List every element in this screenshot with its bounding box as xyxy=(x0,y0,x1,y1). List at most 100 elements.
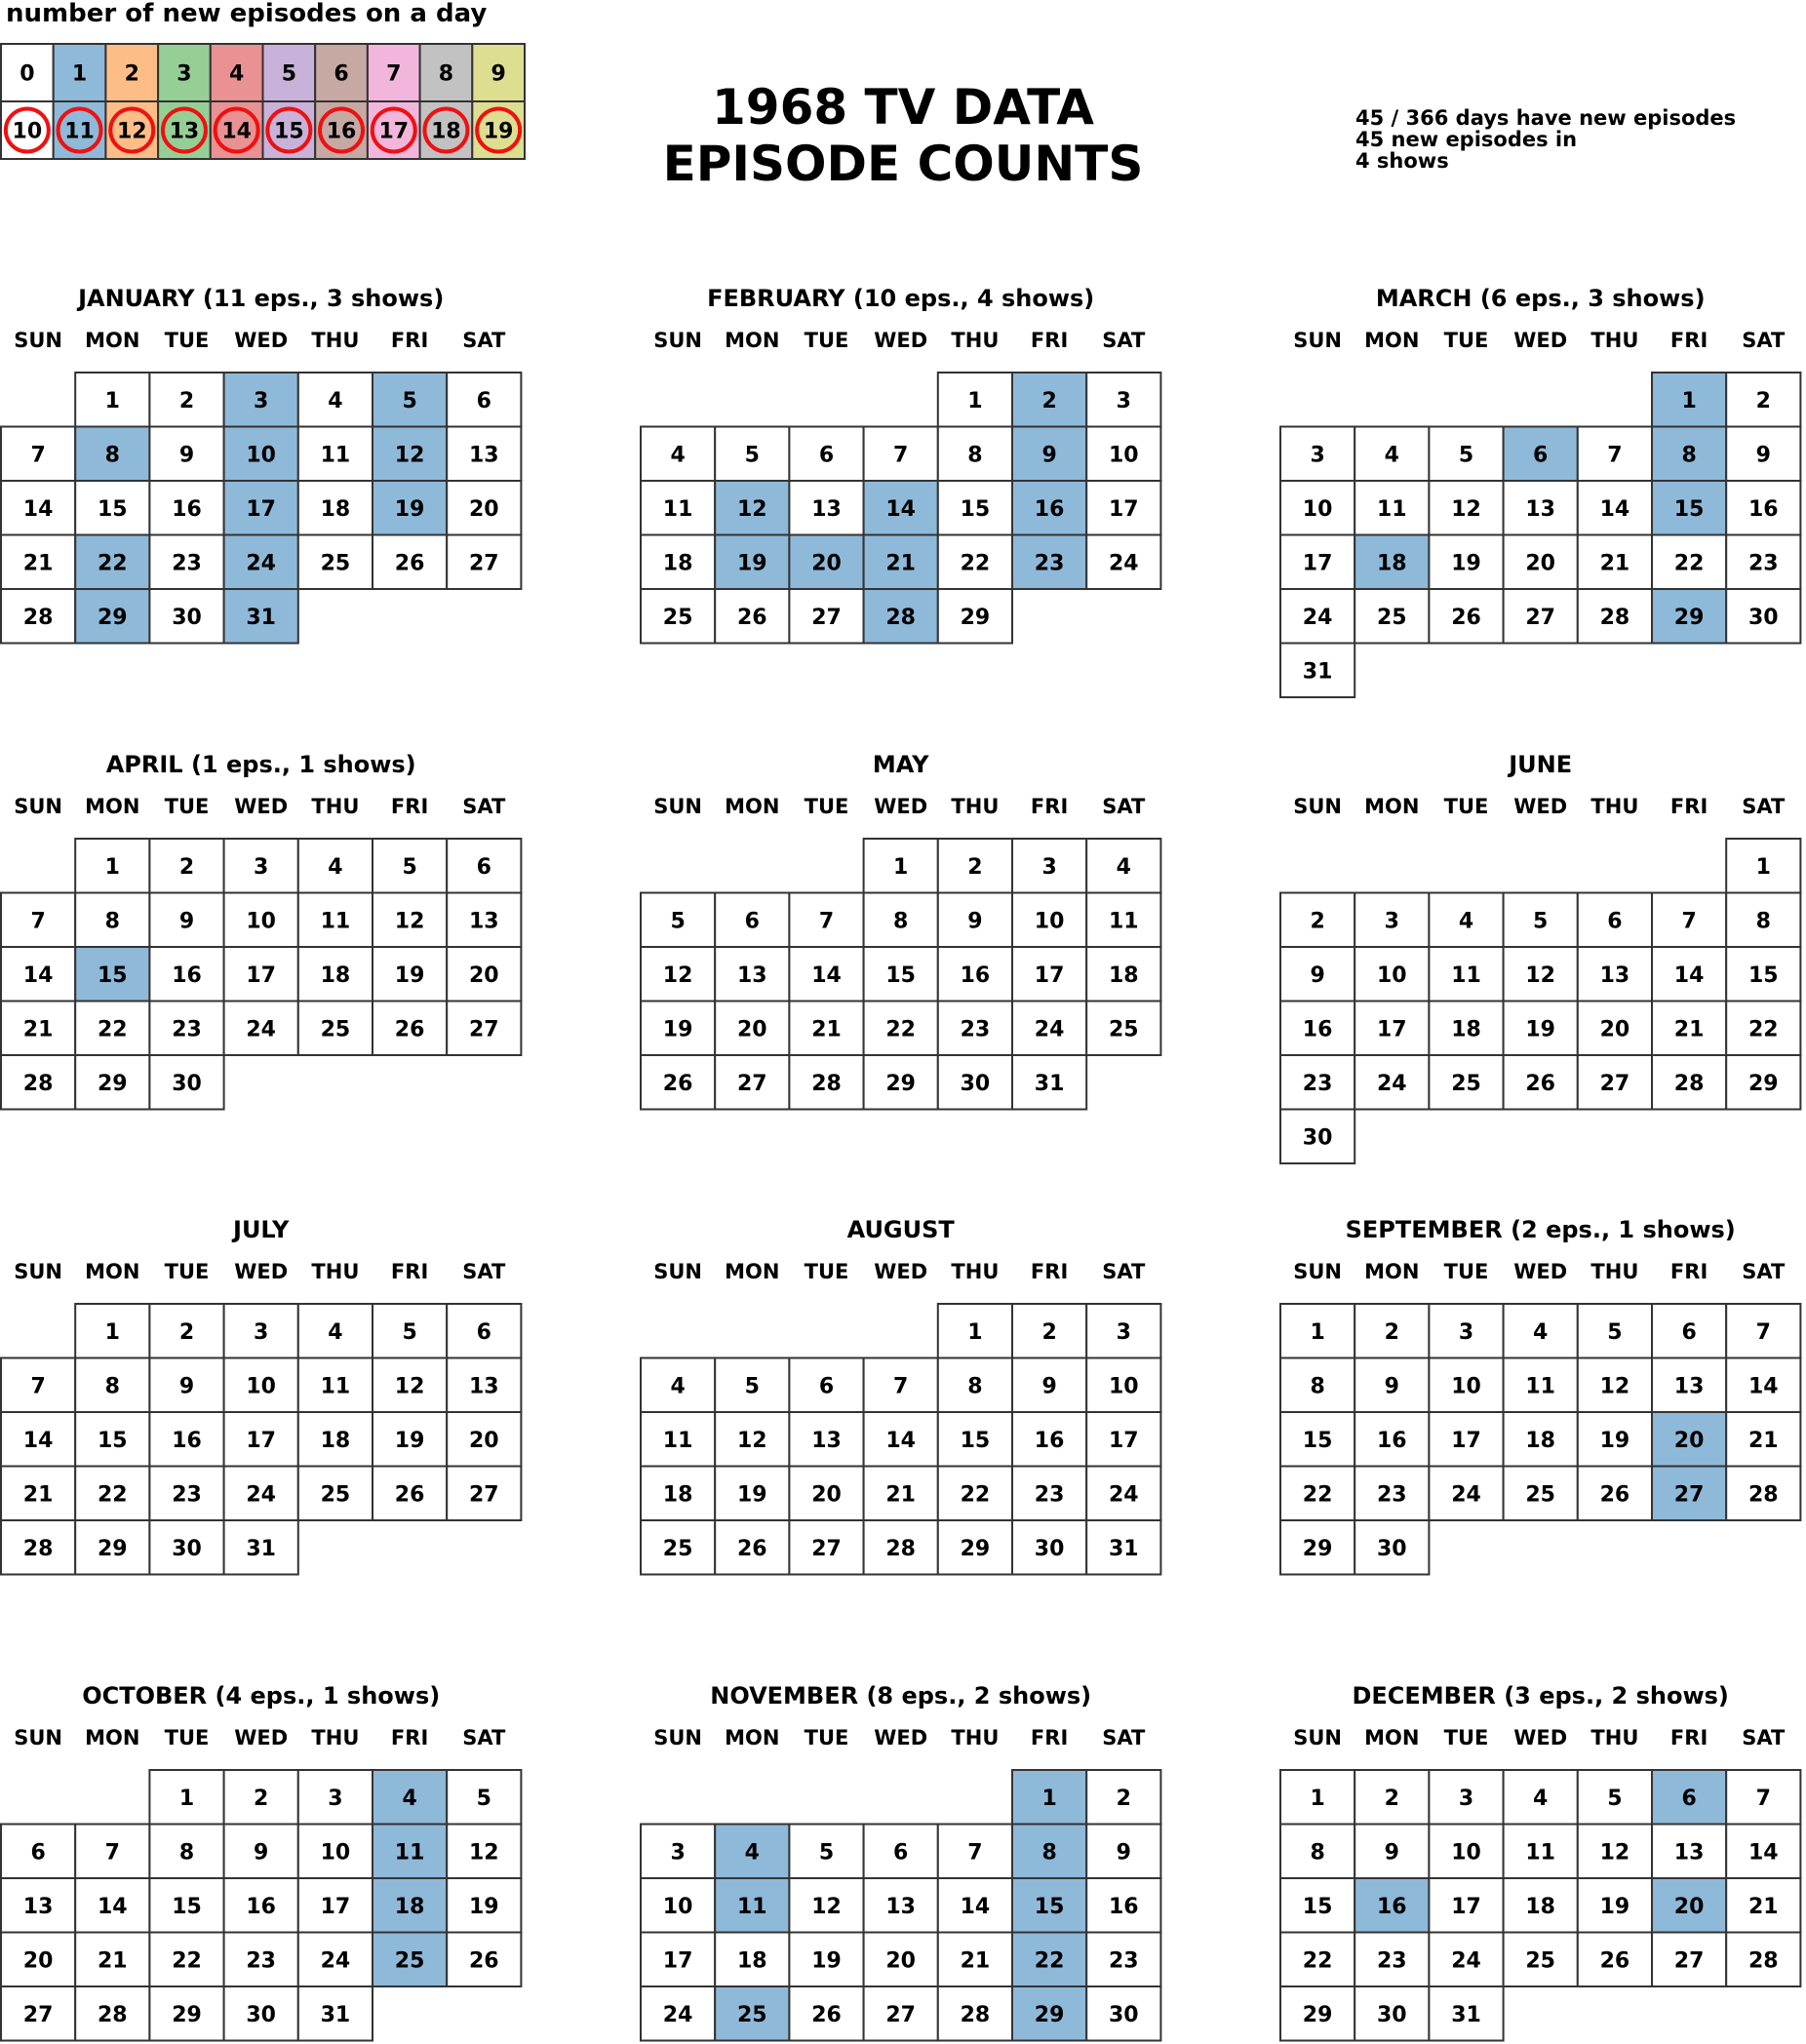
day-rect xyxy=(1011,533,1088,590)
legend-cell-7: 7 xyxy=(366,43,421,102)
day-number: 19 xyxy=(737,551,767,575)
day-number: 2 xyxy=(1041,1320,1056,1345)
day-rect xyxy=(1502,480,1579,536)
day-number: 3 xyxy=(254,389,268,413)
day-rect xyxy=(1725,1054,1802,1111)
day-cell: 22 xyxy=(936,1465,1013,1521)
day-rect xyxy=(1279,1823,1356,1879)
day-cell: 22 xyxy=(74,1000,151,1056)
day-number: 15 xyxy=(961,1429,991,1453)
day-cell: 24 xyxy=(222,1465,299,1521)
day-cell: 3 xyxy=(1011,838,1088,894)
day-cell: 21 xyxy=(1651,1000,1728,1056)
day-number: 23 xyxy=(172,1017,202,1042)
day-cell: 21 xyxy=(1725,1877,1802,1934)
day-cell: 28 xyxy=(1725,1931,1802,1987)
day-cell: 4 xyxy=(714,1823,791,1879)
legend-label: 18 xyxy=(431,120,461,144)
weekday-header: SUN xyxy=(14,1726,62,1749)
day-cell: 3 xyxy=(1085,1303,1162,1359)
day-cell: 16 xyxy=(1011,480,1088,536)
day-cell: 7 xyxy=(1725,1303,1802,1359)
day-rect xyxy=(446,372,523,428)
day-rect xyxy=(74,1519,151,1576)
day-rect xyxy=(1085,533,1162,590)
day-rect xyxy=(222,838,299,894)
day-number: 23 xyxy=(1109,1948,1139,1973)
day-number: 5 xyxy=(745,443,760,467)
day-number: 21 xyxy=(885,551,916,575)
day-number: 8 xyxy=(1310,1840,1324,1865)
day-rect xyxy=(1502,588,1579,645)
day-number: 11 xyxy=(1377,497,1407,522)
day-rect xyxy=(1725,1411,1802,1468)
month-9: SEPTEMBER (2 eps., 1 shows)SUN MON TUE WED T… xyxy=(1279,1216,1802,1576)
day-rect xyxy=(1085,480,1162,536)
day-number: 17 xyxy=(1109,1429,1139,1453)
day-number: 6 xyxy=(1607,909,1622,933)
day-cell: 21 xyxy=(1725,1411,1802,1468)
day-cell: 3 xyxy=(1428,1769,1505,1826)
day-number: 31 xyxy=(1109,1537,1139,1561)
day-cell: 5 xyxy=(372,372,449,428)
weekday-header: MON xyxy=(85,795,139,818)
day-number: 1 xyxy=(1310,1320,1324,1345)
day-number: 2 xyxy=(254,1787,268,1811)
day-number: 20 xyxy=(23,1948,54,1973)
day-cell: 30 xyxy=(1354,1985,1431,2042)
day-rect xyxy=(1502,1465,1579,1521)
day-rect xyxy=(714,1054,791,1111)
legend-swatch xyxy=(209,100,264,160)
day-cell: 7 xyxy=(788,891,865,948)
day-cell: 26 xyxy=(714,1519,791,1576)
day-cell: 3 xyxy=(222,1303,299,1359)
day-rect xyxy=(446,533,523,590)
day-number: 25 xyxy=(321,1017,351,1042)
day-rect xyxy=(1085,1356,1162,1413)
weekday-header: WED xyxy=(874,1726,927,1749)
day-number: 10 xyxy=(1303,497,1333,522)
day-cell: 14 xyxy=(862,480,939,536)
day-number: 17 xyxy=(246,963,276,988)
day-number: 11 xyxy=(321,1374,351,1398)
legend-cell-10: 10 xyxy=(0,100,55,160)
day-number: 19 xyxy=(663,1017,693,1042)
day-cell: 21 xyxy=(74,1931,151,1987)
day-cell: 29 xyxy=(1011,1985,1088,2042)
day-cell: 4 xyxy=(640,425,717,482)
day-number: 18 xyxy=(1525,1429,1555,1453)
day-number: 19 xyxy=(469,1895,499,1919)
day-cell: 16 xyxy=(1725,480,1802,536)
day-rect xyxy=(1354,533,1431,590)
day-rect xyxy=(1576,1303,1654,1359)
day-rect xyxy=(714,891,791,948)
weekday-header: TUE xyxy=(805,795,849,818)
month-12: DECEMBER (3 eps., 2 shows) SUN MON TUE WED TH… xyxy=(1279,1682,1802,2042)
month-4: APRIL (1 eps., 1 shows) SUN MON TUE WED THU FR… xyxy=(0,751,523,1111)
day-number: 12 xyxy=(469,1840,499,1865)
day-cell: 1 xyxy=(1651,372,1728,428)
day-number: 21 xyxy=(98,1948,128,1973)
day-cell: 15 xyxy=(1725,946,1802,1002)
day-rect xyxy=(936,372,1013,428)
weekday-header: TUE xyxy=(805,329,849,352)
day-rect xyxy=(372,1465,449,1521)
day-number: 15 xyxy=(98,1429,128,1453)
day-cell: 11 xyxy=(296,1356,373,1413)
legend-label: 11 xyxy=(64,120,95,144)
weekday-header: SUN xyxy=(1293,1726,1342,1749)
day-rect xyxy=(936,1054,1013,1111)
day-cell: 16 xyxy=(1354,1411,1431,1468)
day-cell: 30 xyxy=(1279,1108,1356,1164)
weekday-header: WED xyxy=(874,329,927,352)
day-cell: 16 xyxy=(1354,1877,1431,1934)
day-number: 8 xyxy=(1756,909,1771,933)
day-number: 27 xyxy=(469,1017,499,1042)
day-rect xyxy=(446,891,523,948)
weekday-header: SUN xyxy=(653,329,702,352)
weekday-header: MON xyxy=(1364,1260,1419,1283)
day-number: 6 xyxy=(30,1840,45,1865)
day-cell: 17 xyxy=(1085,1411,1162,1468)
day-rect xyxy=(1428,533,1505,590)
day-number: 1 xyxy=(1041,1787,1056,1811)
